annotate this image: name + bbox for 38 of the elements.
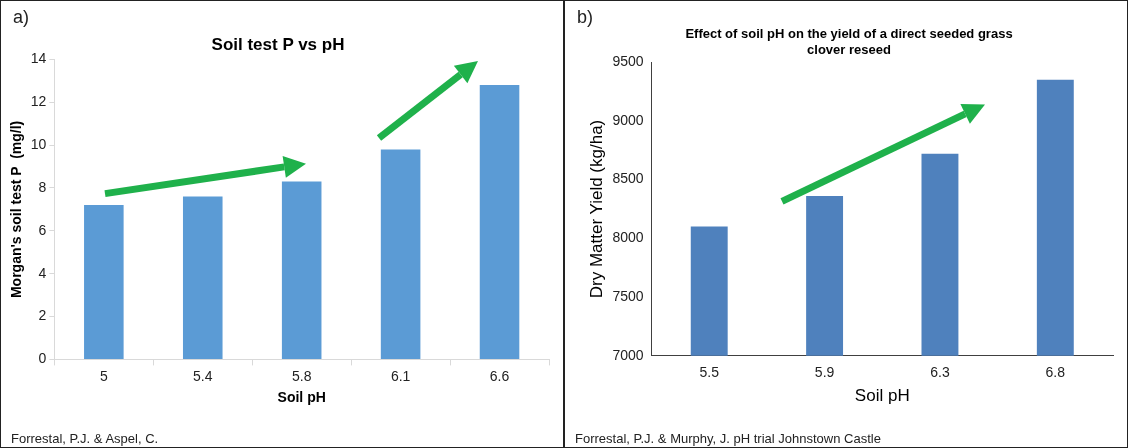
y-tick-label: 8 <box>38 178 47 195</box>
x-tick-label: 6.1 <box>390 367 411 384</box>
y-tick-label: 8500 <box>612 170 644 187</box>
bar <box>182 196 223 359</box>
y-axis-title: Dry Matter Yield (kg/ha) <box>586 119 606 299</box>
y-tick-label: 9000 <box>612 111 644 128</box>
y-tick-label: 4 <box>38 264 47 281</box>
text: Forrestal, P.J. & Murphy, J. pH trial Johnstown Castle <box>575 431 881 446</box>
y-tick-label: 9500 <box>612 53 644 70</box>
y-axis-title: Morgan's soil test P (mg/l) <box>8 120 25 299</box>
x-tick-label: 6.6 <box>489 367 510 384</box>
chart-title: Effect of soil pH on the yield of a direct seeded grass clover reseed <box>685 26 1013 57</box>
x-tick-label: 5.5 <box>699 364 720 381</box>
y-tick-label: 10 <box>30 135 47 152</box>
text: b) <box>577 7 594 28</box>
y-tick-label: 6 <box>38 221 47 238</box>
y-tick-label: 14 <box>30 50 47 67</box>
text: Forrestal, P.J. & Aspel, C. <box>11 431 159 446</box>
x-tick-label: 6.8 <box>1045 364 1066 381</box>
text: a) <box>13 7 30 28</box>
y-tick-label: 8000 <box>612 229 644 246</box>
x-axis-title: Soil pH <box>854 386 910 406</box>
bar <box>479 85 520 359</box>
bar <box>380 149 421 359</box>
y-tick-label: 7000 <box>612 346 644 363</box>
x-tick-label: 5 <box>99 367 108 384</box>
x-tick-label: 5.8 <box>291 367 312 384</box>
x-tick-label: 5.9 <box>814 364 835 381</box>
y-tick-label: 0 <box>38 350 47 367</box>
bar <box>84 205 124 359</box>
x-tick-label: 6.3 <box>930 364 950 381</box>
x-tick-label: 5.4 <box>193 367 213 384</box>
y-tick-label: 7500 <box>612 287 644 304</box>
bar <box>281 181 322 359</box>
y-tick-label: 12 <box>30 93 47 110</box>
y-tick-label: 2 <box>38 307 47 324</box>
x-axis-title: Soil pH <box>277 389 326 406</box>
chart-title: Soil test P vs pH <box>211 34 345 54</box>
